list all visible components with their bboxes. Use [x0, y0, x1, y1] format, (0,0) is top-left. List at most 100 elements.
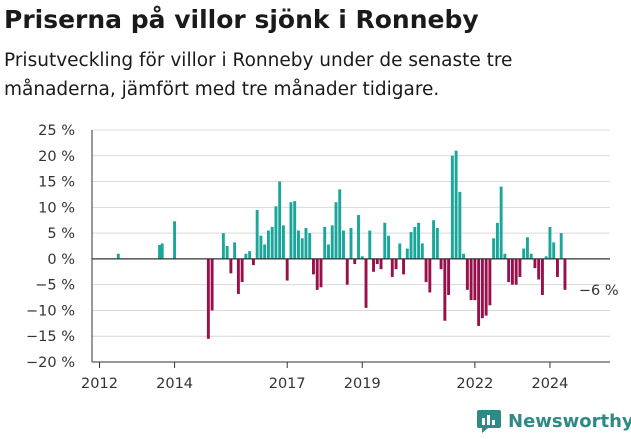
bar: [173, 221, 177, 259]
bar: [544, 256, 548, 259]
bar: [454, 150, 458, 259]
bar: [312, 258, 315, 275]
bar: [296, 230, 300, 259]
bar: [462, 253, 466, 259]
bar: [522, 248, 526, 259]
bar: [428, 258, 432, 293]
bar: [210, 258, 214, 311]
bar: [158, 244, 162, 259]
brand-logo[interactable]: Newsworthy: [476, 408, 631, 434]
bar: [529, 253, 533, 259]
last-value-annotation: −6 %: [579, 283, 619, 299]
bar: [334, 202, 338, 259]
bar: [244, 253, 248, 259]
bar: [240, 258, 244, 283]
bar: [514, 258, 518, 285]
bar: [248, 251, 252, 259]
bar: [488, 258, 492, 306]
bar: [300, 238, 304, 259]
bar: [357, 215, 360, 259]
bar: [559, 233, 563, 259]
x-tick-label: 2022: [456, 376, 493, 392]
bar: [270, 226, 274, 259]
bar: [383, 222, 387, 259]
bar: [160, 243, 164, 259]
bar: [413, 226, 417, 259]
bar: [387, 235, 390, 259]
bar: [323, 226, 327, 259]
bar: [285, 258, 289, 281]
bar: [263, 244, 267, 259]
bar: [364, 258, 368, 308]
bar: [330, 225, 334, 259]
bar: [405, 248, 409, 259]
bar: [345, 258, 349, 285]
bar: [281, 225, 285, 259]
bar: [394, 258, 398, 270]
x-tick-label: 2024: [531, 376, 568, 392]
bar: [398, 243, 402, 259]
bar: [372, 258, 375, 272]
bar: [379, 258, 383, 270]
y-tick-label: 15 %: [38, 175, 75, 191]
bar: [278, 181, 282, 259]
bar: [225, 246, 229, 259]
bar: [518, 258, 522, 277]
brand-name: Newsworthy: [508, 410, 631, 432]
bar: [417, 222, 421, 259]
bar: [255, 209, 259, 259]
bar: [525, 237, 529, 259]
y-tick-label: −10 %: [26, 303, 75, 319]
bar: [390, 258, 394, 277]
bar: [327, 244, 330, 259]
y-tick-label: 5 %: [47, 226, 75, 242]
bar: [447, 258, 451, 295]
bar: [473, 258, 477, 301]
bar: [349, 227, 353, 259]
bar: [510, 258, 514, 285]
x-tick-label: 2017: [269, 376, 306, 392]
bar: [443, 258, 447, 321]
y-tick-label: −15 %: [26, 329, 75, 345]
bar: [465, 258, 469, 290]
bar: [116, 253, 120, 259]
bar: [533, 258, 537, 269]
y-tick-label: 10 %: [38, 200, 75, 216]
y-tick-label: 25 %: [38, 123, 75, 139]
bar: [563, 258, 567, 290]
bar: [315, 258, 319, 290]
bar: [229, 258, 233, 274]
bar: [507, 258, 511, 283]
bar: [293, 201, 297, 259]
newsworthy-logo-icon: [477, 410, 501, 433]
bar: [540, 258, 544, 295]
bar: [236, 258, 240, 294]
x-tick-label: 2019: [344, 376, 381, 392]
bar: [432, 220, 436, 259]
bar: [458, 191, 462, 259]
bar: [251, 258, 255, 266]
bar: [435, 227, 439, 259]
y-tick-label: 20 %: [38, 149, 75, 165]
bar: [368, 230, 372, 259]
bar: [420, 243, 424, 259]
bar: [304, 227, 308, 259]
bar: [537, 258, 541, 280]
y-tick-label: −20 %: [26, 355, 75, 371]
bar: [353, 258, 357, 265]
bar: [477, 258, 481, 326]
y-tick-label: 0 %: [47, 252, 75, 268]
bar: [206, 258, 210, 339]
bar: [552, 242, 556, 259]
bar: [221, 233, 225, 259]
chart-subtitle: Prisutveckling för villor i Ronneby unde…: [4, 50, 513, 100]
bar: [424, 258, 428, 283]
bar: [289, 202, 293, 259]
bar: [495, 222, 499, 259]
bar: [342, 230, 345, 259]
bar: [360, 256, 364, 259]
bar: [503, 253, 507, 259]
bar: [409, 232, 413, 259]
bar: [308, 233, 312, 259]
bar: [469, 258, 473, 301]
